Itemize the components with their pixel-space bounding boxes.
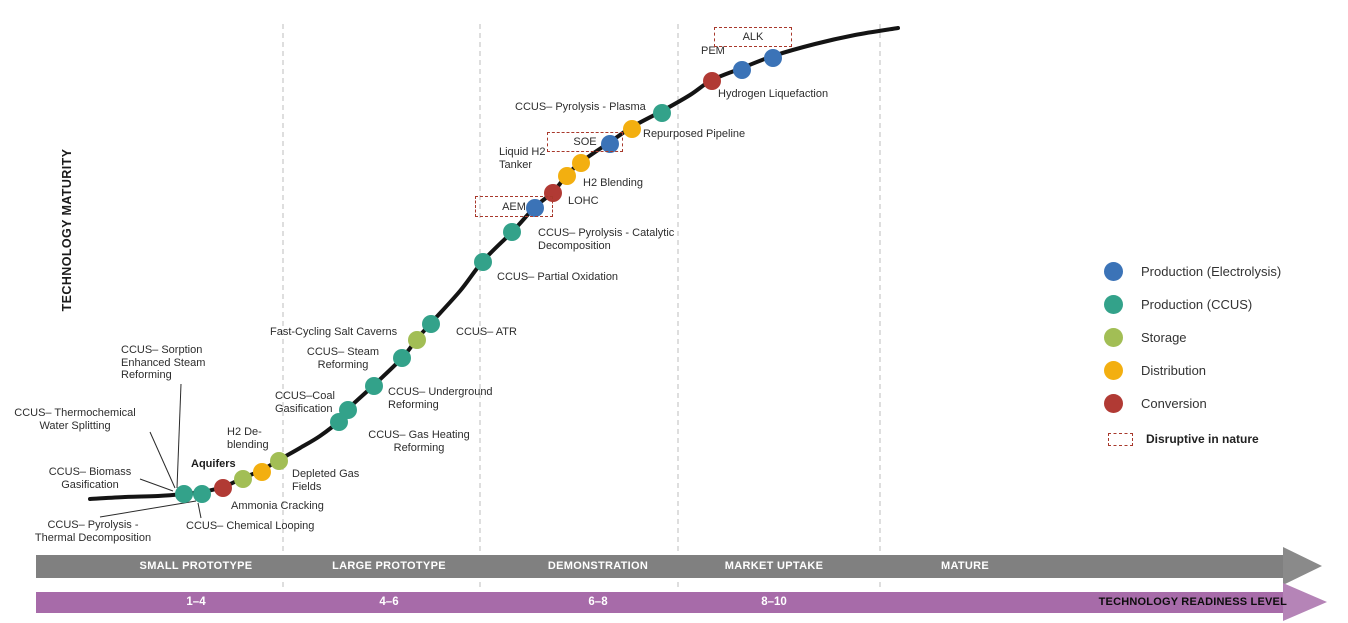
distribution-dot-icon [1104, 360, 1123, 380]
stage-label: MARKET UPTAKE [724, 560, 824, 572]
legend-item-label: Storage [1141, 329, 1187, 345]
y-axis-label: TECHNOLOGY MATURITY [60, 148, 74, 312]
tech-dot [193, 485, 211, 503]
disruptive-tech-label: AEM [475, 196, 553, 217]
disruptive-tech-label: ALK [714, 27, 792, 47]
legend-item-conversion: Conversion [1104, 393, 1281, 413]
legend-item-disruptive: Disruptive in nature [1104, 432, 1281, 446]
tech-dot [733, 61, 751, 79]
stage-label: SMALL PROTOTYPE [139, 560, 253, 572]
tech-label: PEM [701, 45, 725, 57]
tech-dot [764, 49, 782, 67]
disruptive-tech-label: SOE [547, 132, 623, 152]
tech-label: CCUS– Chemical Looping [186, 520, 315, 532]
leader-line [139, 478, 174, 492]
tech-dot [474, 253, 492, 271]
stage-label: LARGE PROTOTYPE [332, 560, 446, 572]
tech-label: CCUS–Coal Gasification [275, 390, 335, 415]
leader-line [99, 500, 197, 518]
tech-dot [365, 377, 383, 395]
legend-item-production-ccus: Production (CCUS) [1104, 294, 1281, 314]
tech-label: CCUS– Biomass Gasification [48, 466, 132, 491]
conversion-dot-icon [1104, 393, 1123, 413]
s-curve [88, 26, 900, 501]
tech-label: H2 De-blending [227, 426, 269, 451]
trl-axis-title: TECHNOLOGY READINESS LEVEL [1098, 596, 1287, 608]
disruptive-label: Disruptive in nature [1146, 432, 1259, 446]
trl-band-label: 4–6 [379, 596, 399, 608]
legend-item-storage: Storage [1104, 327, 1281, 347]
tech-label: CCUS– Pyrolysis - Plasma [515, 101, 646, 113]
legend-item-production-electrolysis: Production (Electrolysis) [1104, 261, 1281, 281]
tech-dot [623, 120, 641, 138]
tech-label: Depleted Gas Fields [292, 468, 360, 493]
tech-label: H2 Blending [583, 177, 643, 189]
tech-label: Hydrogen Liquefaction [718, 88, 829, 100]
legend-item-label: Distribution [1141, 362, 1207, 378]
trl-band-label: 1–4 [186, 596, 206, 608]
trl-bar [36, 592, 1283, 613]
leader-line [149, 431, 176, 489]
tech-dot [544, 184, 562, 202]
leader-line [197, 502, 202, 519]
legend-item-label: Conversion [1141, 395, 1207, 411]
maturity-stage-bar [36, 555, 1283, 578]
tech-dot [422, 315, 440, 333]
stage-label: DEMONSTRATION [547, 560, 649, 572]
legend-item-label: Production (Electrolysis) [1141, 263, 1282, 279]
ccus-dot-icon [1104, 294, 1123, 314]
trl-band-label: 6–8 [588, 596, 608, 608]
tech-dot [653, 104, 671, 122]
tech-label: Repurposed Pipeline [643, 128, 746, 140]
trl-band-label: 8–10 [761, 596, 787, 608]
tech-label: CCUS– Underground Reforming [388, 386, 493, 411]
tech-dot [339, 401, 357, 419]
tech-label: Aquifers [191, 458, 236, 470]
tech-dot [503, 223, 521, 241]
tech-label: CCUS– Pyrolysis - Catalytic Decomposition [538, 227, 675, 252]
tech-dot [558, 167, 576, 185]
tech-dot [253, 463, 271, 481]
stage-label: MATURE [940, 560, 990, 572]
tech-dot [175, 485, 193, 503]
dashed-box-icon [1108, 432, 1133, 446]
tech-label: CCUS– Gas Heating Reforming [368, 429, 470, 454]
tech-dot [526, 199, 544, 217]
stage-bar-arrowhead-icon [1283, 547, 1322, 585]
tech-label: LOHC [568, 195, 599, 207]
tech-label: Ammonia Cracking [231, 500, 324, 512]
legend-item-label: Production (CCUS) [1141, 296, 1253, 312]
tech-dot [601, 135, 619, 153]
tech-label: CCUS– Pyrolysis - Thermal Decomposition [34, 519, 152, 544]
tech-label: Fast-Cycling Salt Caverns [270, 326, 398, 338]
leader-line [176, 383, 182, 489]
tech-label: Liquid H2 Tanker [499, 146, 546, 171]
legend-item-distribution: Distribution [1104, 360, 1281, 380]
tech-dot [572, 154, 590, 172]
storage-dot-icon [1104, 327, 1123, 347]
trl-bar-arrowhead-icon [1283, 583, 1327, 621]
tech-label: CCUS– Partial Oxidation [497, 271, 619, 283]
tech-label: CCUS– Sorption Enhanced Steam Reforming [121, 344, 206, 381]
tech-dot [214, 479, 232, 497]
tech-dot [408, 331, 426, 349]
tech-dot [393, 349, 411, 367]
tech-label: CCUS– Thermochemical Water Splitting [14, 407, 136, 432]
tech-dot [703, 72, 721, 90]
tech-dot [234, 470, 252, 488]
electrolysis-dot-icon [1104, 261, 1123, 281]
tech-label: CCUS– Steam Reforming [306, 346, 380, 371]
tech-dot [270, 452, 288, 470]
tech-label: CCUS– ATR [456, 326, 517, 338]
legend: Production (Electrolysis) Production (CC… [1104, 261, 1281, 446]
